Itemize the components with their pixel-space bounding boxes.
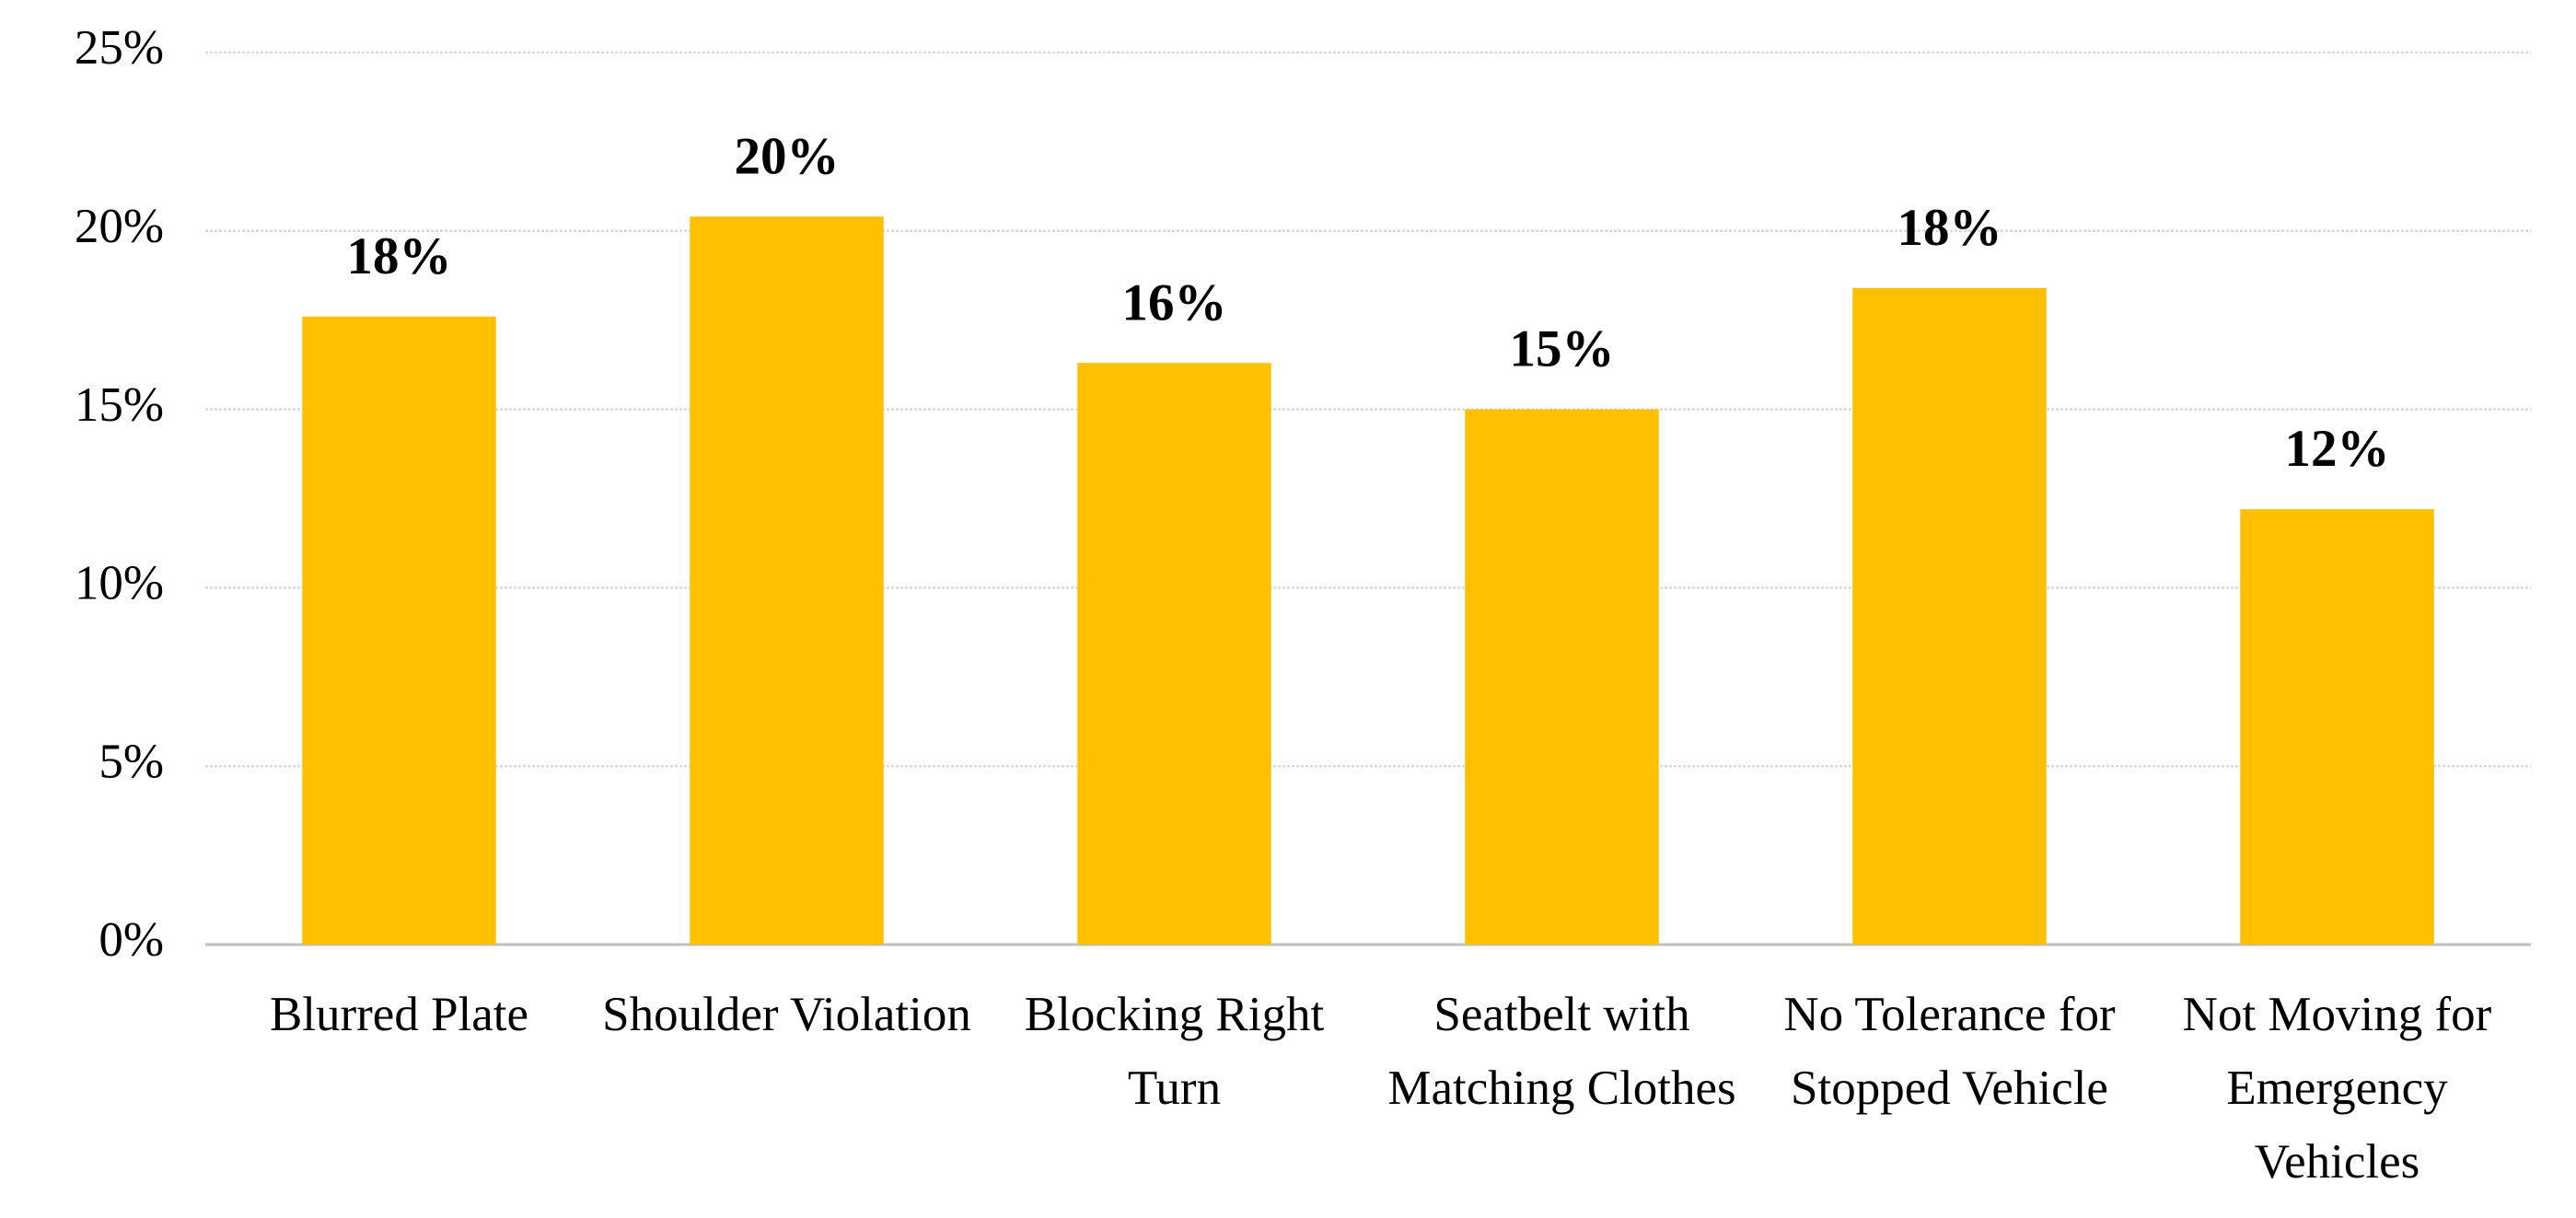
value-label: 18% bbox=[1897, 199, 2002, 257]
x-tick-label: No Tolerance for Stopped Vehicle bbox=[1783, 988, 2116, 1115]
y-tick-label: 10% bbox=[75, 557, 164, 610]
x-tick-label: Seatbelt with Matching Clothes bbox=[1387, 988, 1736, 1115]
y-tick-label: 20% bbox=[75, 200, 164, 253]
bar bbox=[1852, 287, 2047, 945]
bar bbox=[1465, 409, 1659, 945]
y-tick-label: 15% bbox=[75, 378, 164, 432]
bar bbox=[302, 316, 496, 945]
value-label: 12% bbox=[2285, 420, 2390, 478]
x-tick-label: Blurred Plate bbox=[269, 988, 529, 1041]
y-tick-label: 0% bbox=[99, 913, 164, 967]
value-label: 20% bbox=[735, 127, 840, 185]
bar bbox=[690, 216, 884, 945]
value-label: 15% bbox=[1510, 320, 1615, 378]
y-tick-label: 25% bbox=[75, 21, 164, 75]
bar bbox=[2240, 509, 2434, 945]
value-label: 16% bbox=[1122, 273, 1227, 331]
x-tick-label: Shoulder Violation bbox=[602, 988, 971, 1041]
bar bbox=[1077, 363, 1271, 945]
value-label: 18% bbox=[347, 227, 452, 285]
y-tick-label: 5% bbox=[99, 735, 164, 788]
x-tick-label: Not Moving for Emergency Vehicles bbox=[2182, 988, 2492, 1189]
x-tick-label: Blocking Right Turn bbox=[1024, 988, 1325, 1115]
